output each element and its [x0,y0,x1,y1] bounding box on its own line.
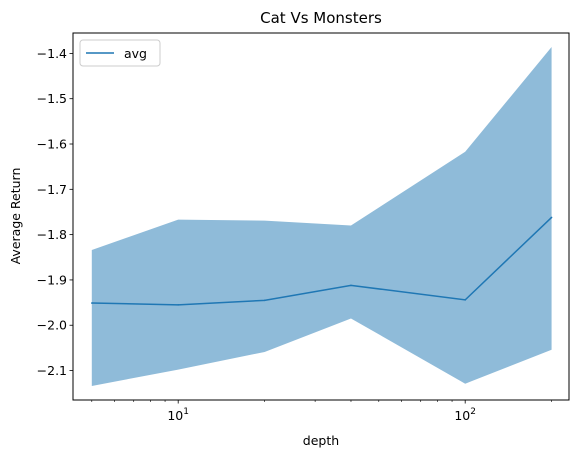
data-point [464,299,466,301]
x-axis: 101 102 [91,400,552,423]
plot-frame [72,32,570,401]
chart-title: Cat Vs Monsters [260,9,382,27]
y-tick-label: −2.0 [37,318,67,333]
y-tick-label: −1.4 [37,46,67,61]
x-tick-label: 102 [454,407,476,423]
legend: avg [79,39,161,67]
y-tick-label: −1.7 [37,182,67,197]
legend-box [79,39,161,67]
y-tick-label: −2.1 [37,363,67,378]
legend-label-avg: avg [124,46,147,61]
data-point [177,304,179,306]
data-point [263,299,266,302]
data-point [350,284,352,287]
confidence-band-avg [91,47,552,386]
series-line-avg [91,216,553,306]
y-tick-label: −1.5 [37,91,67,106]
plot-area [91,47,553,386]
y-axis: −2.1 −2.0 −1.9 −1.8 −1.7 −1.6 −1.5 −1.4 [37,46,73,378]
x-axis-label: depth [303,433,339,448]
data-point [550,216,553,219]
y-axis-label: Average Return [8,168,23,265]
data-point [91,302,93,304]
x-tick-label: 101 [167,407,189,423]
y-tick-label: −1.9 [37,272,67,287]
y-tick-label: −1.8 [37,227,67,242]
y-tick-label: −1.6 [37,137,67,152]
